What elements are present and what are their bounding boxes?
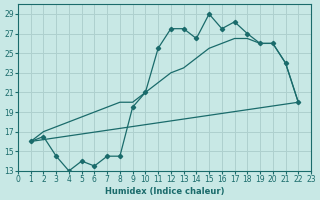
X-axis label: Humidex (Indice chaleur): Humidex (Indice chaleur): [105, 187, 224, 196]
